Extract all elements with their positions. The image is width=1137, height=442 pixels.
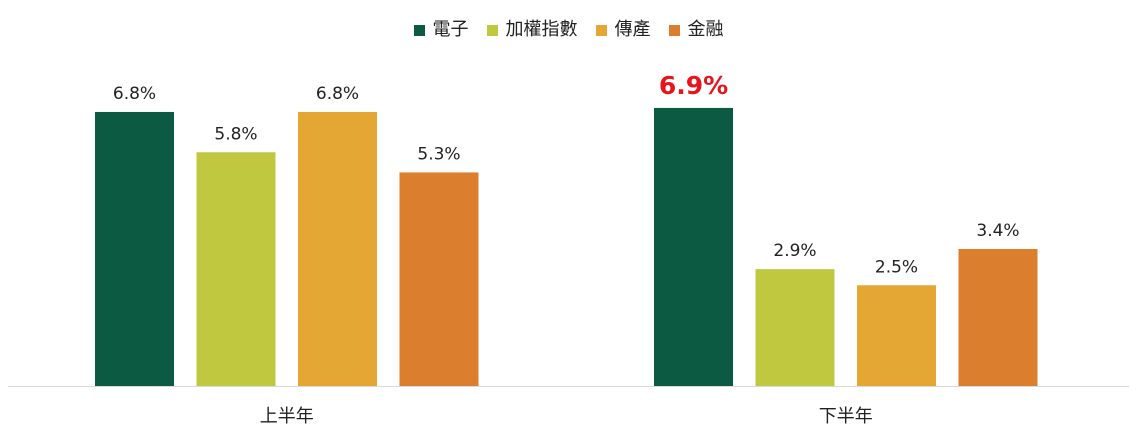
- bar-traditional-h1: [298, 111, 377, 387]
- data-label-electronics-h1: 6.8%: [113, 84, 156, 104]
- chart-legend: 電子 加權指數 傳產 金融: [0, 18, 1137, 42]
- category-label-h1: 上半年: [260, 406, 314, 427]
- legend-item-weighted-index: 加權指數: [486, 18, 578, 42]
- data-label-electronics-h2: 6.9%: [659, 71, 728, 100]
- data-label-weighted-index-h1: 5.8%: [214, 124, 257, 144]
- legend-swatch-electronics: [413, 24, 425, 36]
- legend-item-financial: 金融: [668, 18, 724, 42]
- legend-swatch-weighted-index: [486, 24, 498, 36]
- bar-weighted-index-h1: [196, 152, 276, 386]
- data-label-financial-h1: 5.3%: [417, 144, 460, 164]
- legend-item-traditional: 傳產: [595, 18, 651, 42]
- bar-electronics-h1: [95, 111, 174, 387]
- data-label-traditional-h2: 2.5%: [875, 257, 918, 277]
- bar-electronics-h2: [654, 107, 733, 387]
- bar-traditional-h2: [857, 285, 936, 386]
- legend-swatch-traditional: [595, 24, 607, 36]
- bar-weighted-index-h2: [755, 269, 835, 386]
- legend-item-electronics: 電子: [413, 18, 469, 42]
- legend-label-weighted-index: 加權指數: [505, 19, 578, 40]
- bar-financial-h1: [399, 172, 479, 386]
- bar-financial-h2: [958, 248, 1038, 386]
- legend-label-traditional: 傳產: [614, 19, 651, 40]
- category-label-h2: 下半年: [819, 406, 873, 427]
- legend-label-financial: 金融: [687, 19, 724, 40]
- data-label-traditional-h1: 6.8%: [316, 84, 359, 104]
- legend-swatch-financial: [668, 24, 680, 36]
- legend-label-electronics: 電子: [432, 19, 469, 40]
- data-label-financial-h2: 3.4%: [976, 221, 1019, 241]
- data-label-weighted-index-h2: 2.9%: [773, 241, 816, 261]
